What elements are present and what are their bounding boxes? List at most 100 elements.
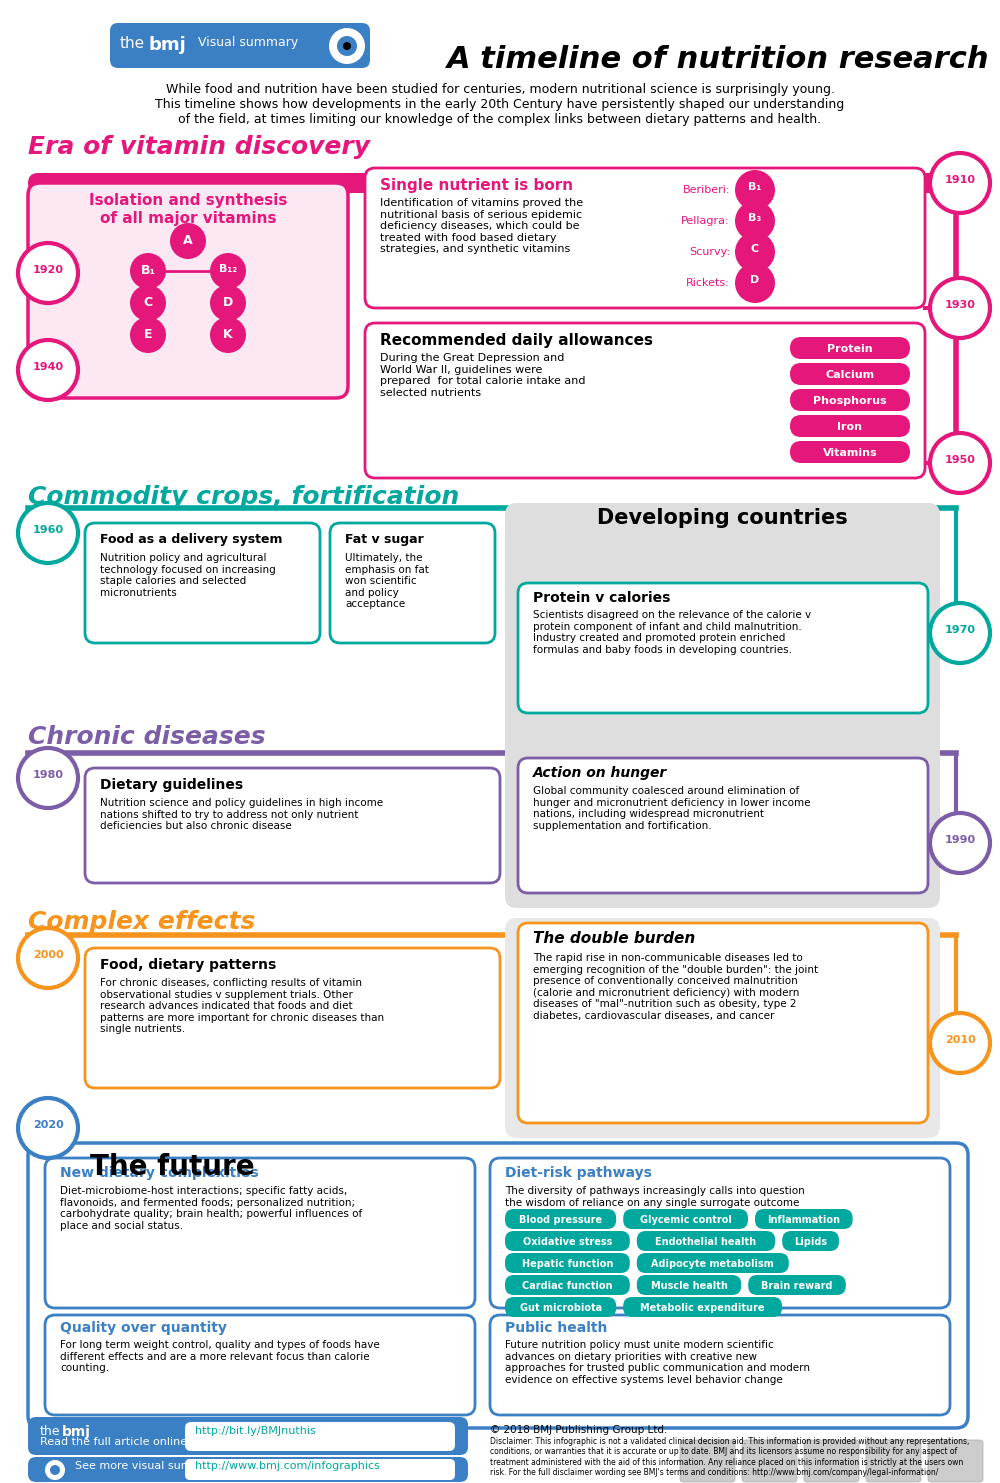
- FancyBboxPatch shape: [85, 948, 500, 1089]
- Text: Food, dietary patterns: Food, dietary patterns: [100, 958, 276, 971]
- Text: For chronic diseases, conflicting results of vitamin
observational studies v sup: For chronic diseases, conflicting result…: [100, 977, 384, 1035]
- FancyBboxPatch shape: [790, 363, 910, 386]
- Text: B₁: B₁: [140, 264, 156, 277]
- FancyBboxPatch shape: [804, 1440, 859, 1482]
- Text: Public health: Public health: [505, 1321, 607, 1335]
- FancyBboxPatch shape: [185, 1459, 455, 1480]
- FancyBboxPatch shape: [742, 1440, 797, 1482]
- Text: Beriberi:: Beriberi:: [682, 185, 730, 194]
- FancyBboxPatch shape: [505, 1209, 616, 1229]
- Text: B₁: B₁: [748, 182, 762, 191]
- FancyBboxPatch shape: [28, 1416, 468, 1455]
- Circle shape: [735, 231, 775, 271]
- FancyBboxPatch shape: [505, 1253, 630, 1272]
- Text: Future nutrition policy must unite modern scientific
advances on dietary priorit: Future nutrition policy must unite moder…: [505, 1341, 810, 1385]
- Text: Quality over quantity: Quality over quantity: [60, 1321, 227, 1335]
- Text: Diet-risk pathways: Diet-risk pathways: [505, 1166, 652, 1180]
- Text: Food as a delivery system: Food as a delivery system: [100, 532, 283, 546]
- Circle shape: [170, 222, 206, 260]
- Circle shape: [50, 1465, 60, 1476]
- Circle shape: [210, 254, 246, 289]
- Circle shape: [337, 36, 357, 56]
- Text: 1930: 1930: [945, 300, 975, 310]
- Text: Ultimately, the
emphasis on fat
won scientific
and policy
acceptance: Ultimately, the emphasis on fat won scie…: [345, 553, 429, 610]
- FancyBboxPatch shape: [866, 1440, 921, 1482]
- Text: A timeline of nutrition research: A timeline of nutrition research: [447, 44, 990, 74]
- Text: E: E: [144, 328, 152, 341]
- FancyBboxPatch shape: [748, 1275, 846, 1295]
- Text: See more visual summaries: See more visual summaries: [75, 1461, 230, 1471]
- FancyBboxPatch shape: [28, 174, 956, 193]
- Text: the: the: [120, 36, 145, 50]
- FancyBboxPatch shape: [505, 1298, 616, 1317]
- FancyBboxPatch shape: [928, 1440, 983, 1482]
- FancyBboxPatch shape: [505, 1275, 630, 1295]
- Circle shape: [130, 317, 166, 353]
- Text: Pellagra:: Pellagra:: [681, 217, 730, 225]
- FancyBboxPatch shape: [365, 168, 925, 308]
- FancyBboxPatch shape: [505, 918, 940, 1137]
- Text: Inflammation: Inflammation: [767, 1215, 840, 1225]
- FancyBboxPatch shape: [110, 24, 370, 68]
- Circle shape: [735, 171, 775, 211]
- Text: of all major vitamins: of all major vitamins: [100, 211, 276, 225]
- FancyBboxPatch shape: [637, 1275, 741, 1295]
- Text: D: D: [750, 274, 760, 285]
- Text: Muscle health: Muscle health: [651, 1281, 727, 1292]
- Text: Diet-microbiome-host interactions; specific fatty acids,
flavonoids, and ferment: Diet-microbiome-host interactions; speci…: [60, 1186, 362, 1231]
- Text: Protein v calories: Protein v calories: [533, 592, 670, 605]
- Circle shape: [130, 254, 166, 289]
- FancyBboxPatch shape: [505, 698, 940, 908]
- Circle shape: [18, 1097, 78, 1158]
- Text: Blood pressure: Blood pressure: [519, 1215, 602, 1225]
- Text: Cardiac function: Cardiac function: [522, 1281, 613, 1292]
- Text: 2000: 2000: [33, 951, 63, 960]
- Text: Developing countries: Developing countries: [597, 509, 847, 528]
- Text: Commodity crops, fortification: Commodity crops, fortification: [28, 485, 459, 509]
- FancyBboxPatch shape: [623, 1298, 782, 1317]
- Text: 1940: 1940: [32, 362, 64, 372]
- Text: of the field, at times limiting our knowledge of the complex links between dieta: of the field, at times limiting our know…: [178, 113, 822, 126]
- Circle shape: [18, 243, 78, 303]
- Text: 1990: 1990: [944, 835, 976, 845]
- Text: The rapid rise in non-communicable diseases led to
emerging recognition of the ": The rapid rise in non-communicable disea…: [533, 954, 818, 1020]
- Circle shape: [329, 28, 365, 64]
- Text: B₃: B₃: [748, 214, 762, 222]
- FancyBboxPatch shape: [490, 1315, 950, 1415]
- Text: Identification of vitamins proved the
nutritional basis of serious epidemic
defi: Identification of vitamins proved the nu…: [380, 199, 583, 255]
- Text: the: the: [40, 1425, 60, 1439]
- FancyBboxPatch shape: [45, 1315, 475, 1415]
- Text: D: D: [223, 297, 233, 308]
- FancyBboxPatch shape: [790, 415, 910, 437]
- Circle shape: [930, 433, 990, 492]
- Text: 1920: 1920: [32, 265, 64, 274]
- Text: Era of vitamin discovery: Era of vitamin discovery: [28, 135, 370, 159]
- Text: Nutrition policy and agricultural
technology focused on increasing
staple calori: Nutrition policy and agricultural techno…: [100, 553, 276, 598]
- Text: Scientists disagreed on the relevance of the calorie v
protein component of infa: Scientists disagreed on the relevance of…: [533, 610, 811, 655]
- Text: 1960: 1960: [32, 525, 64, 535]
- Text: Read the full article online: Read the full article online: [40, 1437, 187, 1447]
- Text: Adipocyte metabolism: Adipocyte metabolism: [651, 1259, 774, 1269]
- Text: Hepatic function: Hepatic function: [522, 1259, 613, 1269]
- Circle shape: [930, 813, 990, 873]
- Text: Fat v sugar: Fat v sugar: [345, 532, 424, 546]
- Circle shape: [930, 604, 990, 663]
- Text: Gut microbiota: Gut microbiota: [520, 1304, 602, 1312]
- FancyBboxPatch shape: [490, 1158, 950, 1308]
- Text: Metabolic expenditure: Metabolic expenditure: [640, 1304, 765, 1312]
- FancyBboxPatch shape: [790, 389, 910, 411]
- Text: Vitamins: Vitamins: [823, 448, 877, 458]
- Text: The double burden: The double burden: [533, 931, 695, 946]
- FancyBboxPatch shape: [637, 1231, 775, 1252]
- Circle shape: [930, 1013, 990, 1074]
- Circle shape: [18, 503, 78, 564]
- FancyBboxPatch shape: [185, 1422, 455, 1450]
- FancyBboxPatch shape: [505, 1231, 630, 1252]
- Text: K: K: [223, 328, 233, 341]
- Text: Calcium: Calcium: [825, 369, 875, 380]
- Text: 2010: 2010: [945, 1035, 975, 1046]
- Text: Scurvy:: Scurvy:: [689, 248, 730, 257]
- Text: Rickets:: Rickets:: [686, 277, 730, 288]
- Circle shape: [18, 747, 78, 808]
- FancyBboxPatch shape: [790, 337, 910, 359]
